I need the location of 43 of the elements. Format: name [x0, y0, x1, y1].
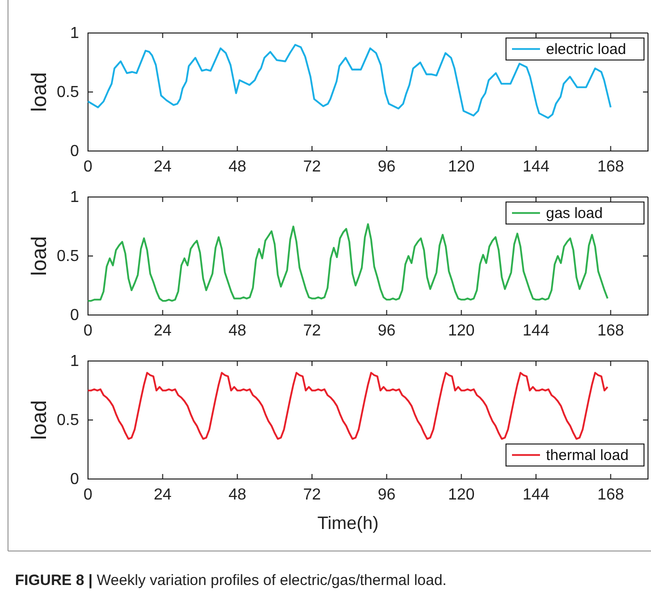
- x-tick-label: 48: [228, 158, 246, 176]
- x-tick-label: 48: [228, 486, 246, 504]
- x-tick-label: 144: [522, 486, 550, 504]
- legend-label: thermal load: [546, 447, 629, 464]
- y-axis-title: load: [28, 400, 51, 440]
- x-tick-label: 24: [154, 486, 172, 504]
- x-tick-label: 72: [303, 158, 321, 176]
- x-tick-label: 96: [378, 322, 396, 340]
- line-series: [87, 372, 608, 440]
- y-axis-title: load: [28, 236, 51, 276]
- x-tick-label: 120: [448, 486, 475, 504]
- legend-label: gas load: [546, 205, 603, 222]
- x-tick-label: 96: [378, 158, 396, 176]
- x-tick-label: 144: [522, 158, 550, 176]
- y-tick-label: 1: [70, 189, 80, 206]
- x-tick-label: 168: [597, 322, 624, 340]
- y-tick-label: 0.5: [56, 84, 80, 102]
- x-tick-label: 96: [378, 486, 396, 504]
- y-tick-label: 0.5: [56, 412, 80, 430]
- x-tick-label: 120: [448, 322, 475, 340]
- y-tick-label: 0.5: [56, 248, 80, 266]
- caption: FIGURE 8 | Weekly variation profiles of electric/gas/thermal load.: [15, 572, 447, 589]
- x-tick-label: 0: [84, 322, 93, 340]
- y-tick-label: 1: [70, 353, 80, 370]
- x-tick-label: 144: [522, 322, 550, 340]
- y-tick-label: 1: [70, 25, 80, 42]
- x-tick-label: 168: [597, 486, 624, 504]
- x-tick-label: 72: [303, 486, 321, 504]
- line-series: [87, 223, 608, 302]
- legend-label: electric load: [546, 41, 626, 58]
- x-tick-label: 120: [448, 158, 475, 176]
- x-tick-label: 0: [84, 486, 93, 504]
- x-tick-label: 24: [154, 158, 172, 176]
- y-tick-label: 0: [70, 471, 80, 488]
- x-tick-label: 72: [303, 322, 321, 340]
- x-axis-title: Time(h): [317, 513, 379, 533]
- x-tick-label: 24: [154, 322, 172, 340]
- y-axis-title: load: [28, 72, 51, 112]
- x-tick-label: 48: [228, 322, 246, 340]
- y-tick-label: 0: [70, 307, 80, 324]
- y-tick-label: 0: [70, 143, 80, 160]
- x-tick-label: 168: [597, 158, 624, 176]
- x-tick-label: 0: [84, 158, 93, 176]
